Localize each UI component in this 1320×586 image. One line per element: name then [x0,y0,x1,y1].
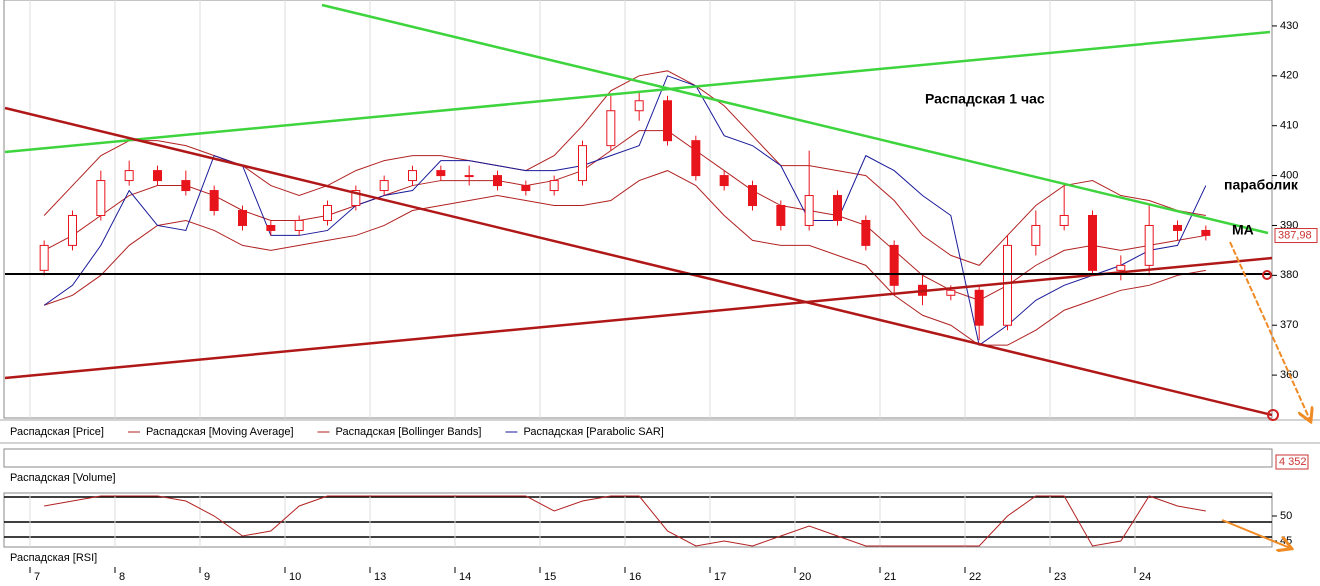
pane-label: Распадская [Volume] [10,472,116,484]
candle-body [549,180,559,192]
y-tick-label: 50 [1280,510,1292,522]
candle-body [464,175,474,178]
y-tick-label: 380 [1280,269,1298,281]
rsi-pane [3,492,1273,548]
legend-entry: Распадская [Parabolic SAR] [523,426,663,438]
candle-body [209,190,219,211]
candle-body [521,185,531,192]
candle-body [68,214,77,246]
trendline [4,30,1271,154]
y-tick-label: 410 [1280,120,1298,132]
candle-body [578,145,587,182]
legend-entry: Распадская [Price] [10,426,104,438]
candle-body [1088,214,1097,271]
candle-body [974,289,984,326]
legend-entry: Распадская [Moving Average] [146,426,294,438]
candle-body [153,170,162,182]
annotation: МА [1232,222,1254,238]
candle-body [379,180,389,192]
x-tick-label: 21 [884,571,896,583]
y-tick-label: 370 [1280,319,1298,331]
candle-body [663,100,672,142]
value-box [1275,454,1309,470]
last-price-box [1274,228,1318,244]
y-tick-label: 420 [1280,70,1298,82]
candle-body [804,195,814,226]
x-tick-label: 10 [289,571,301,583]
x-tick-label: 16 [629,571,641,583]
x-tick-label: 22 [969,571,981,583]
x-tick-label: 7 [34,571,40,583]
x-tick-label: 9 [204,571,210,583]
candle-body [1031,224,1041,246]
candle-body [946,289,956,296]
volume-pane [3,448,1273,468]
trendline [4,256,1272,380]
arrow [1229,241,1310,420]
trendline [4,106,1272,417]
rsi-line [44,495,1206,547]
bollinger-lower [44,170,1206,346]
candle-body [266,224,276,231]
candle-body [719,175,729,187]
x-tick-label: 14 [459,571,471,583]
candle-body [96,180,106,216]
x-tick-label: 24 [1139,571,1151,583]
candle-body [1116,264,1126,271]
candle-body [606,110,616,147]
x-tick-label: 20 [799,571,811,583]
rsi-lines [44,495,1206,547]
y-tick-label: 430 [1280,20,1298,32]
x-tick-label: 13 [374,571,386,583]
candle-body [294,219,304,231]
candle-body [351,190,361,207]
marker-circle [1262,270,1272,280]
plot: 7891013141516172021222324360370380390400… [10,0,1318,583]
y-tick-label: 400 [1280,169,1298,181]
candle-body [889,244,899,286]
candle-body [493,175,502,187]
candle-body [1173,224,1182,231]
candle-body [436,170,446,177]
candle-body [323,205,332,221]
last-price: 387,98 [1278,229,1312,241]
legend-entry: Распадская [Bollinger Bands] [336,426,482,438]
annotation: Распадская 1 час [925,91,1045,107]
candle-body [1003,244,1012,326]
candle-body [181,180,191,192]
candle-body [776,205,786,226]
arrow [1221,519,1290,548]
candle-body [691,140,701,177]
candle-body [634,100,644,112]
annotation: параболик [1224,177,1299,193]
marker-circle [1267,409,1279,421]
x-tick-label: 23 [1054,571,1066,583]
candle-body [238,209,247,226]
candle-body [1144,224,1154,266]
candle-body [124,170,134,182]
trendlines [4,3,1272,417]
candle-body [861,219,871,246]
candle-body [748,185,757,207]
candle-body [833,195,842,221]
x-tick-label: 17 [714,571,726,583]
x-tick-label: 8 [119,571,125,583]
trendline [321,3,1269,235]
candle-body [1059,214,1069,226]
volume-last: 4 352 [1279,456,1307,468]
candle-body [408,170,417,182]
candle-body [1201,229,1211,236]
candle-body [39,244,49,271]
x-tick-label: 15 [544,571,556,583]
pane-label: Распадская [RSI] [10,552,97,564]
